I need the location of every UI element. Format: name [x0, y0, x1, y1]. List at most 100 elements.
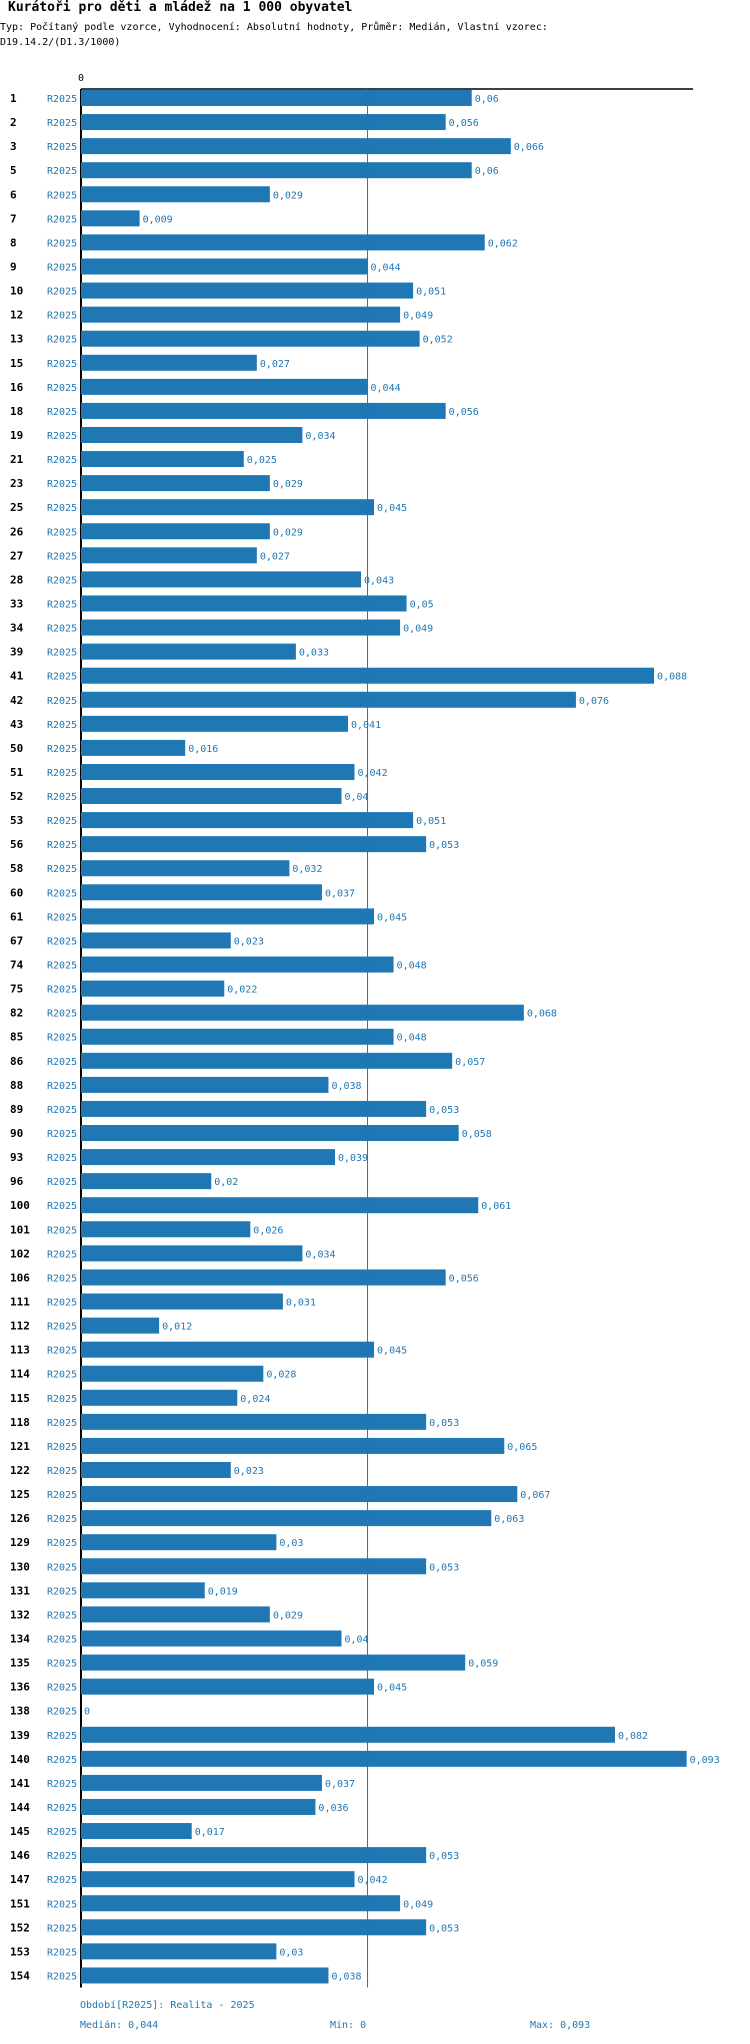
category-label: 60 [10, 886, 23, 899]
value-label: 0,019 [208, 1586, 238, 1597]
value-label: 0,028 [266, 1370, 296, 1381]
bar [81, 763, 355, 780]
series-label: R2025 [47, 238, 77, 249]
series-label: R2025 [47, 1755, 77, 1766]
series-label: R2025 [47, 1923, 77, 1934]
category-label: 136 [10, 1681, 30, 1694]
category-label: 125 [10, 1488, 30, 1501]
category-label: 7 [10, 212, 17, 225]
series-label: R2025 [47, 1201, 77, 1212]
category-label: 61 [10, 910, 24, 923]
value-label: 0,051 [416, 816, 446, 827]
series-label: R2025 [47, 1683, 77, 1694]
category-label: 23 [10, 477, 23, 490]
series-label: R2025 [47, 1947, 77, 1958]
value-label: 0,063 [494, 1514, 524, 1525]
category-label: 13 [10, 333, 23, 346]
value-label: 0 [84, 1707, 90, 1718]
series-label: R2025 [47, 599, 77, 610]
series-label: R2025 [47, 1731, 77, 1742]
category-label: 53 [10, 814, 23, 827]
bar [81, 162, 472, 179]
value-label: 0,016 [188, 744, 218, 755]
category-label: 43 [10, 718, 23, 731]
series-label: R2025 [47, 864, 77, 875]
value-label: 0,023 [234, 936, 264, 947]
series-label: R2025 [47, 190, 77, 201]
value-label: 0,029 [273, 190, 303, 201]
bar [81, 499, 375, 516]
bar [81, 1149, 335, 1166]
series-label: R2025 [47, 792, 77, 803]
category-label: 26 [10, 525, 24, 538]
value-label: 0,023 [234, 1466, 264, 1477]
series-label: R2025 [47, 768, 77, 779]
category-label: 41 [10, 670, 24, 683]
series-label: R2025 [47, 1346, 77, 1357]
value-label: 0,031 [286, 1298, 316, 1309]
value-label: 0,059 [468, 1659, 498, 1670]
category-label: 90 [10, 1127, 23, 1140]
bar [81, 1076, 329, 1093]
category-label: 51 [10, 766, 24, 779]
series-label: R2025 [47, 479, 77, 490]
bar [81, 1558, 427, 1575]
value-label: 0,024 [240, 1394, 270, 1405]
category-label: 144 [10, 1801, 30, 1814]
value-label: 0,058 [462, 1129, 492, 1140]
bar [81, 1125, 459, 1142]
value-label: 0,022 [227, 985, 257, 996]
series-label: R2025 [47, 816, 77, 827]
series-label: R2025 [47, 1707, 77, 1718]
bar [81, 186, 270, 203]
category-label: 134 [10, 1632, 30, 1645]
bar [81, 475, 270, 492]
value-label: 0,062 [488, 238, 518, 249]
bar [81, 1028, 394, 1045]
category-label: 42 [10, 694, 23, 707]
series-label: R2025 [47, 383, 77, 394]
bar [81, 1365, 264, 1382]
category-label: 82 [10, 1007, 23, 1020]
bar [81, 1461, 231, 1478]
value-label: 0,068 [527, 1009, 557, 1020]
bar [81, 836, 427, 853]
series-label: R2025 [47, 1225, 77, 1236]
bar [81, 980, 225, 997]
bar [81, 426, 303, 443]
series-label: R2025 [47, 1490, 77, 1501]
bar [81, 1654, 466, 1671]
value-label: 0,053 [429, 1418, 459, 1429]
series-label: R2025 [47, 624, 77, 635]
bar [81, 619, 401, 636]
value-label: 0,049 [403, 1899, 433, 1910]
series-label: R2025 [47, 1153, 77, 1164]
bar [81, 523, 270, 540]
category-label: 5 [10, 164, 17, 177]
category-label: 106 [10, 1271, 30, 1284]
category-label: 16 [10, 381, 24, 394]
value-label: 0,043 [364, 575, 394, 586]
category-label: 9 [10, 260, 17, 273]
value-label: 0,036 [318, 1803, 348, 1814]
category-label: 75 [10, 983, 23, 996]
category-label: 146 [10, 1849, 30, 1862]
series-label: R2025 [47, 1249, 77, 1260]
bar [81, 1847, 427, 1864]
bar [81, 739, 186, 756]
value-label: 0,032 [292, 864, 322, 875]
value-label: 0,029 [273, 479, 303, 490]
series-label: R2025 [47, 720, 77, 731]
bar [81, 402, 446, 419]
category-label: 85 [10, 1031, 23, 1044]
series-label: R2025 [47, 575, 77, 586]
category-label: 100 [10, 1199, 30, 1212]
series-label: R2025 [47, 142, 77, 153]
bar [81, 378, 368, 395]
bar [81, 1967, 329, 1984]
value-label: 0,066 [514, 142, 544, 153]
category-label: 151 [10, 1897, 30, 1910]
category-label: 140 [10, 1753, 30, 1766]
bar [81, 282, 414, 299]
series-label: R2025 [47, 840, 77, 851]
